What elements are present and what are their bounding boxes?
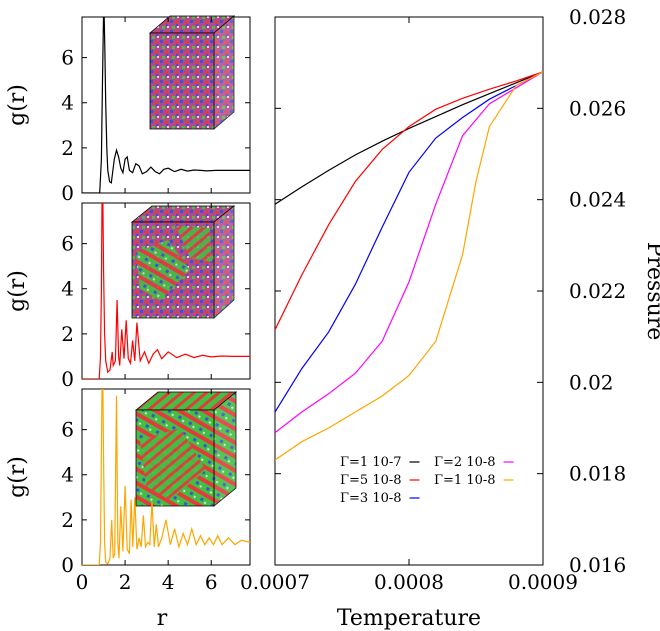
pressure-line-1	[275, 71, 543, 205]
gr-line-middle	[82, 203, 250, 379]
y-tick-label: 0.02	[569, 370, 614, 394]
legend-label: Γ=2 10-8	[434, 455, 496, 470]
inset-snapshot-disordered	[148, 15, 236, 130]
pressure-line-4	[275, 71, 543, 434]
y-axis-label: g(r)	[5, 270, 30, 312]
axis-ticks: 0 2 4 6	[61, 17, 250, 205]
pressure-series	[275, 71, 543, 461]
gr-panel-top: 0 2 4 6 g(r)	[5, 15, 251, 205]
x-tick-label: 4	[162, 570, 175, 594]
pressure-line-5	[275, 71, 543, 461]
plot-frame	[274, 16, 544, 566]
y-tick-label: 0.024	[569, 188, 626, 212]
legend: Γ=1 10-7 Γ=5 10-8 Γ=3 10-8 Γ=2 10-8 Γ=1 10-8	[340, 455, 514, 506]
inset-snapshot-crystallized	[134, 391, 238, 507]
axis-ticks: 0.016 0.018 0.02 0.022 0.024 0.026 0.028 0.0007…	[240, 5, 626, 594]
legend-label: Γ=1 10-8	[434, 473, 496, 488]
y-tick-label: 4	[61, 277, 74, 301]
x-tick-label: 6	[205, 570, 218, 594]
y-tick-label: 6	[61, 418, 74, 442]
legend-label: Γ=1 10-7	[340, 455, 402, 470]
y-tick-label: 6	[61, 232, 74, 256]
pressure-line-2	[275, 71, 543, 331]
y-axis-label: Pressure	[642, 242, 660, 341]
y-tick-label: 4	[61, 91, 74, 115]
pressure-line-3	[275, 71, 543, 413]
y-tick-label: 0	[61, 181, 74, 205]
gr-line-top	[82, 17, 250, 193]
y-axis-label: g(r)	[5, 84, 30, 126]
y-tick-label: 2	[61, 322, 74, 346]
x-tick-label: 0.0008	[374, 570, 444, 594]
gr-panel-middle: 0 2 4 6 g(r)	[5, 202, 251, 391]
x-axis-label: r	[157, 606, 168, 631]
y-tick-label: 0.028	[569, 5, 626, 29]
y-tick-label: 0	[61, 553, 74, 577]
y-tick-label: 0.022	[569, 279, 626, 303]
y-tick-label: 2	[61, 508, 74, 532]
y-tick-label: 0.016	[569, 553, 626, 577]
axis-ticks: 0 2 4 6	[61, 203, 250, 391]
x-tick-label: 0.0009	[508, 570, 578, 594]
inset-snapshot-partial	[130, 205, 236, 319]
y-tick-label: 6	[61, 46, 74, 70]
y-tick-label: 0.018	[569, 462, 626, 486]
y-tick-label: 0	[61, 367, 74, 391]
x-tick-label: 0.0007	[240, 570, 310, 594]
gr-line-bottom	[82, 389, 250, 565]
y-tick-label: 0.026	[569, 96, 626, 120]
y-axis-label: g(r)	[5, 456, 30, 498]
x-axis-label: Temperature	[337, 606, 481, 631]
gr-panel-bottom: 0 2 4 6 0 2 4 6 g(r) r	[5, 388, 251, 631]
x-tick-label: 2	[119, 570, 132, 594]
pressure-panel: 0.016 0.018 0.02 0.022 0.024 0.026 0.028 0.0007…	[240, 5, 660, 631]
legend-label: Γ=5 10-8	[340, 473, 402, 488]
x-tick-label: 0	[76, 570, 89, 594]
y-tick-label: 2	[61, 136, 74, 160]
axis-ticks: 0 2 4 6 0 2 4 6	[61, 389, 250, 594]
y-tick-label: 4	[61, 463, 74, 487]
legend-label: Γ=3 10-8	[340, 491, 402, 506]
